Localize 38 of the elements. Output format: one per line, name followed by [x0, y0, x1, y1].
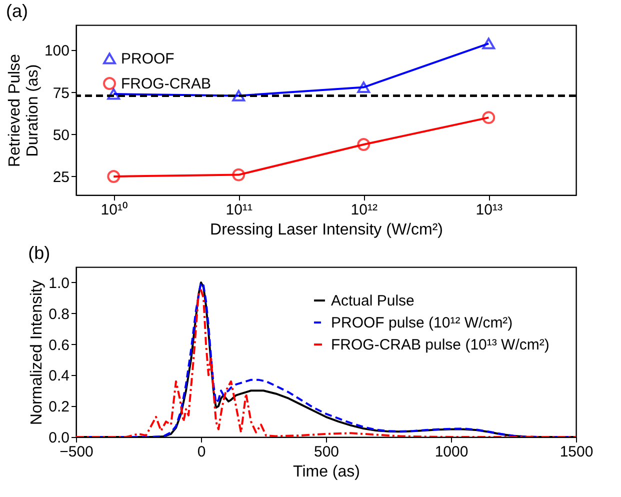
x-tick-label: 1000 — [434, 444, 468, 460]
legend-label: Actual Pulse — [331, 292, 414, 310]
y-axis-title: Retrieved Pulse Duration (as) — [6, 54, 42, 167]
point — [107, 170, 120, 183]
point — [232, 168, 246, 182]
point — [357, 82, 370, 94]
y-tick-label: 50 — [52, 126, 70, 144]
legend-label: FROG-CRAB — [121, 76, 211, 92]
legend-label: PROOF pulse (10¹² W/cm²) — [331, 314, 513, 332]
chart-title: (b) — [28, 243, 50, 263]
x-tick-label: 10¹² — [350, 202, 378, 218]
y-tick-label: 0.2 — [48, 398, 70, 416]
point — [482, 111, 496, 124]
x-tick-label: 500 — [314, 444, 340, 460]
x-axis-title: Dressing Laser Intensity (W/cm²) — [210, 222, 443, 238]
point — [232, 90, 246, 102]
chart-title: (a) — [6, 1, 28, 21]
x-tick-label: 1500 — [560, 444, 594, 460]
x-tick-label: 10¹¹ — [226, 202, 252, 218]
legend-label: PROOF — [121, 50, 174, 68]
point — [357, 138, 370, 151]
y-tick-label: 75 — [52, 84, 70, 102]
legend-label: FROG-CRAB pulse (10¹³ W/cm²) — [331, 336, 550, 354]
y-tick-label: 100 — [44, 42, 70, 60]
point — [107, 88, 120, 100]
y-tick-label: 1.0 — [48, 274, 70, 292]
x-tick-label: 10¹⁰ — [100, 202, 128, 218]
y-axis-title: Normalized Intensity — [28, 280, 46, 425]
point — [482, 38, 496, 50]
x-axis-title: Time (as) — [293, 464, 360, 480]
y-tick-label: 0.0 — [48, 430, 70, 446]
y-tick-label: 0.8 — [48, 306, 70, 323]
y-tick-label: 0.4 — [48, 368, 70, 385]
x-tick-label: −500 — [60, 444, 94, 460]
y-tick-label: 25 — [52, 168, 70, 186]
x-tick-label: 10¹³ — [476, 202, 502, 218]
y-tick-label: 0.6 — [48, 336, 70, 354]
x-tick-label: 0 — [197, 444, 206, 460]
